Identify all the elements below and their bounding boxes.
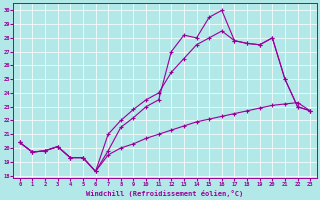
X-axis label: Windchill (Refroidissement éolien,°C): Windchill (Refroidissement éolien,°C)	[86, 190, 244, 197]
